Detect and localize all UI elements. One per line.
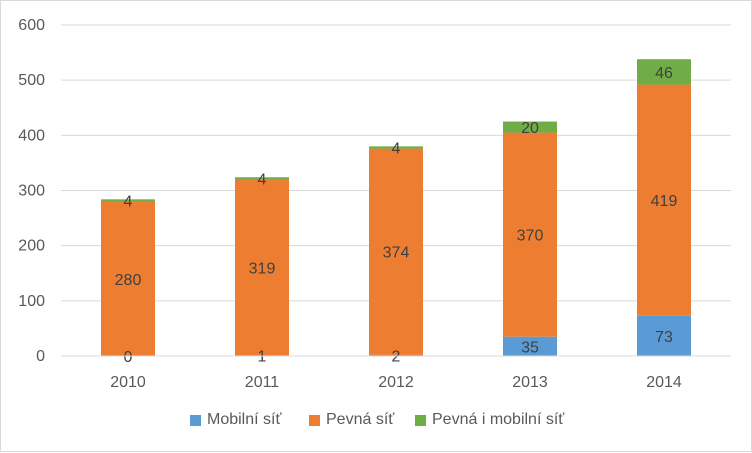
data-label: 370 — [517, 228, 544, 245]
bar-segment — [637, 315, 691, 356]
x-tick-label: 2012 — [378, 374, 414, 391]
bar-segment — [369, 148, 423, 355]
bar-segment — [637, 59, 691, 85]
data-label: 20 — [521, 120, 539, 137]
bar-segment — [503, 121, 557, 133]
bar-segment — [503, 132, 557, 337]
legend-label-mobile: Mobilní síť — [207, 411, 282, 428]
data-label: 1 — [258, 349, 267, 366]
x-tick-label: 2013 — [512, 374, 548, 391]
data-label: 419 — [651, 193, 678, 210]
bars — [101, 59, 691, 356]
y-tick-label: 100 — [18, 293, 45, 310]
data-label: 4 — [258, 171, 267, 188]
legend-item-fixed: Pevná síť — [309, 405, 394, 435]
bar-segment — [235, 179, 289, 356]
legend-item-mobile: Mobilní síť — [190, 405, 281, 435]
data-label: 35 — [521, 339, 539, 356]
y-tick-label: 600 — [18, 17, 45, 34]
legend-swatch-mobile — [190, 414, 201, 426]
data-label: 0 — [124, 349, 133, 366]
legend-item-fixed-and-mobile: Pevná i mobilní síť — [415, 405, 564, 435]
data-label: 46 — [655, 65, 673, 82]
y-tick-label: 0 — [36, 348, 45, 365]
y-tick-label: 300 — [18, 183, 45, 200]
x-tick-label: 2011 — [245, 374, 280, 391]
data-label: 2 — [392, 348, 401, 365]
data-label: 319 — [249, 260, 276, 277]
bar-segment — [369, 146, 423, 149]
legend-swatch-fixed — [309, 414, 320, 426]
y-tick-label: 500 — [18, 72, 45, 89]
y-tick-label: 200 — [18, 238, 45, 255]
data-label: 4 — [124, 193, 133, 210]
legend-swatch-fixed-and-mobile — [415, 414, 426, 426]
bar-segment — [235, 177, 289, 180]
legend: Mobilní síť Pevná síť Pevná i mobilní sí… — [1, 405, 752, 435]
bar-segment — [101, 199, 155, 202]
data-label: 280 — [115, 272, 142, 289]
bar-segment — [637, 84, 691, 316]
y-tick-label: 400 — [18, 127, 45, 144]
bar-segment — [101, 201, 155, 356]
legend-label-fixed-and-mobile: Pevná i mobilní síť — [432, 411, 565, 428]
data-label: 4 — [392, 140, 401, 157]
bar-segment — [369, 354, 423, 356]
data-labels: 0 280 4 1 319 4 2 374 4 35 370 20 73 419 46 — [115, 65, 678, 366]
data-label: 374 — [383, 245, 410, 262]
x-tick-label: 2010 — [110, 374, 146, 391]
bar-segment — [503, 336, 557, 356]
x-tick-label: 2014 — [646, 374, 682, 391]
data-label: 73 — [655, 329, 673, 346]
legend-label-fixed: Pevná síť — [326, 411, 395, 428]
